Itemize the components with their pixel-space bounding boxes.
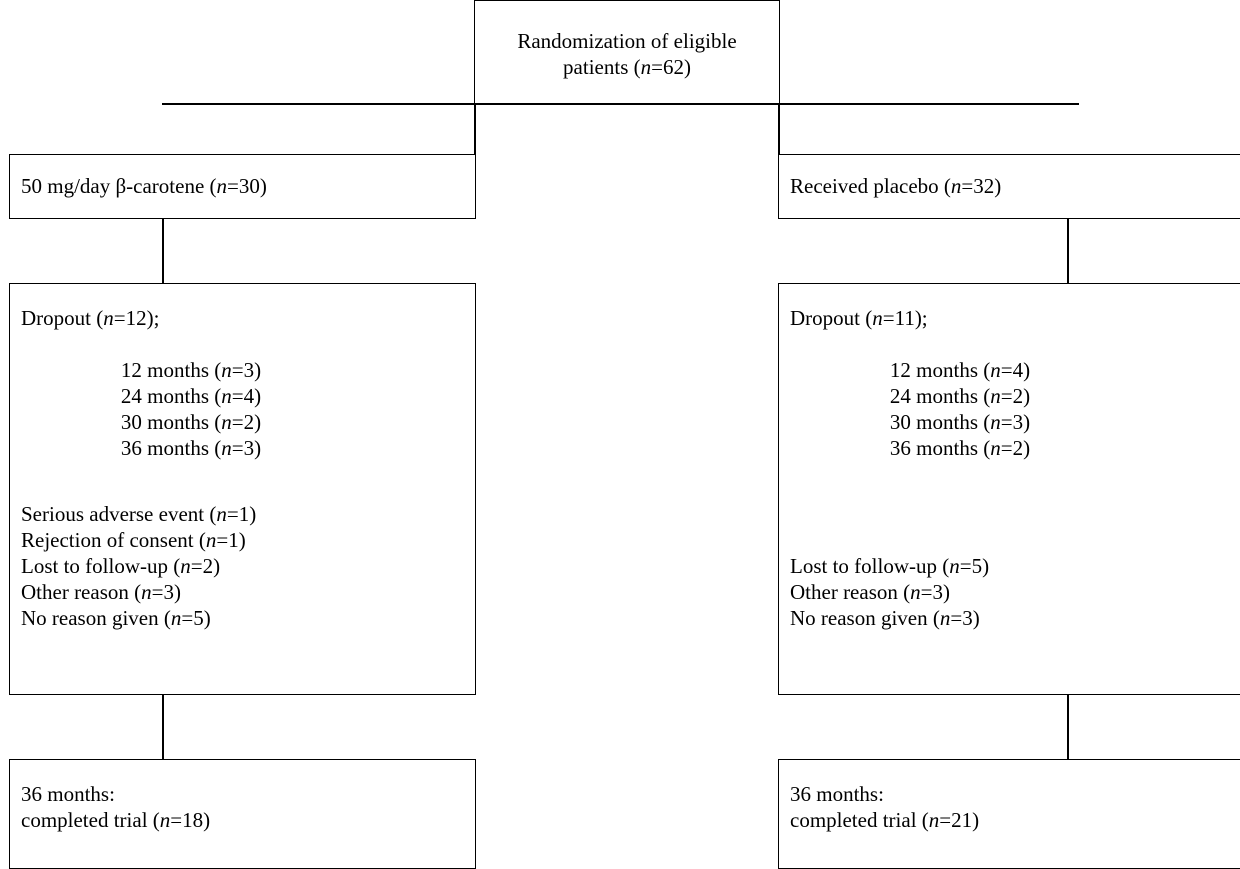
connector-left-dropout-to-final [162,694,164,760]
left-dropout-month-36: 36 months (n=3) [120,436,262,460]
connector-right-to-arm [778,103,780,155]
right-dropout-month-12: 12 months (n=4) [889,358,1031,382]
left-final-box: 36 months: completed trial (n=18) [9,759,476,869]
left-final-completed: completed trial (n=18) [21,808,211,832]
left-final-line1: 36 months: [21,782,115,806]
left-dropout-month-30: 30 months (n=2) [120,410,262,434]
right-arm-box: Received placebo (n=32) [778,154,1240,219]
randomization-box: Randomization of eligible patients (n=62… [474,0,780,104]
left-reason-adverse-event: Serious adverse event (n=1) [21,502,257,526]
right-dropout-month-36: 36 months (n=2) [889,436,1031,460]
right-reason-other: Other reason (n=3) [790,580,950,604]
left-reason-lost-follow-up: Lost to follow-up (n=2) [21,554,221,578]
left-reason-rejection-consent: Rejection of consent (n=1) [21,528,246,552]
connector-left-to-arm [474,103,476,155]
right-dropout-head: Dropout (n=11); [790,306,928,330]
left-arm-box: 50 mg/day β-carotene (n=30) [9,154,476,219]
randomization-line1: Randomization of eligible [517,29,737,53]
randomization-line2: patients (n=62) [563,55,691,79]
right-final-box: 36 months: completed trial (n=21) [778,759,1240,869]
right-dropout-box: Dropout (n=11); 12 months (n=4) 24 month… [778,283,1240,695]
left-reason-other: Other reason (n=3) [21,580,181,604]
right-dropout-month-24: 24 months (n=2) [889,384,1031,408]
left-reason-none-given: No reason given (n=5) [21,606,211,630]
right-dropout-month-30: 30 months (n=3) [889,410,1031,434]
right-final-line1: 36 months: [790,782,884,806]
right-final-completed: completed trial (n=21) [790,808,980,832]
left-dropout-box: Dropout (n=12); 12 months (n=3) 24 month… [9,283,476,695]
left-dropout-head: Dropout (n=12); [21,306,160,330]
connector-right-dropout-to-final [1067,694,1069,760]
connector-right-arm-to-dropout [1067,218,1069,284]
right-reason-none-given: No reason given (n=3) [790,606,980,630]
left-dropout-month-12: 12 months (n=3) [120,358,262,382]
left-dropout-month-24: 24 months (n=4) [120,384,262,408]
right-reason-lost-follow-up: Lost to follow-up (n=5) [790,554,990,578]
connector-left-arm-to-dropout [162,218,164,284]
